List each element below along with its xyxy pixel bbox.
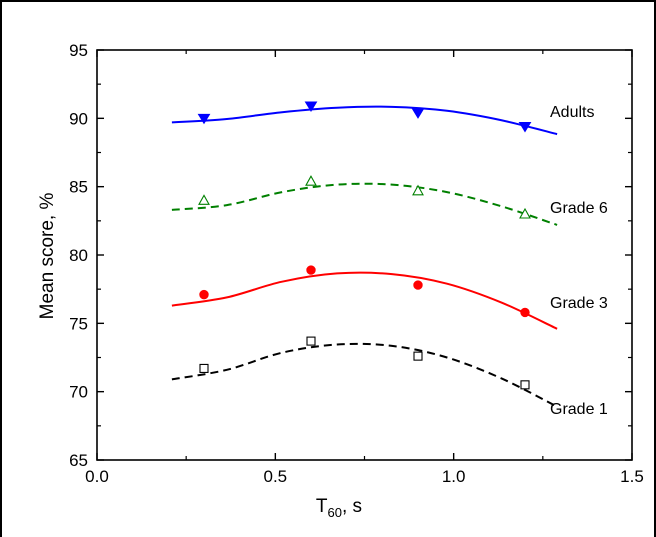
- marker-grade-1: [520, 380, 530, 390]
- y-tick-label: 70: [69, 383, 88, 402]
- y-tick-label: 75: [69, 314, 88, 333]
- x-axis-title-suffix: , s: [342, 496, 362, 517]
- fit-curve-grade-3: [171, 271, 558, 330]
- x-tick-label: 0.5: [264, 467, 288, 486]
- y-tick-label: 95: [69, 41, 88, 60]
- x-axis-title: T60, s: [316, 496, 362, 520]
- y-tick-label: 90: [69, 109, 88, 128]
- marker-grade-3: [199, 289, 209, 300]
- marker-grade-6: [305, 175, 317, 186]
- x-tick-label: 1.0: [442, 467, 466, 486]
- marker-grade-6: [198, 194, 210, 205]
- marker-grade-3: [413, 280, 423, 290]
- y-tick-label: 80: [69, 246, 88, 265]
- series-label-grade-6: Grade 6: [550, 200, 608, 217]
- series-label-adults: Adults: [550, 104, 594, 121]
- data-markers: [197, 101, 532, 390]
- series-label-grade-1: Grade 1: [550, 401, 608, 418]
- marker-grade-3: [520, 307, 530, 318]
- marker-adults: [304, 101, 318, 112]
- tick-labels: 0.0 0.5 1.0 1.5 65 70 75 80 85 90 95: [69, 41, 644, 486]
- marker-grade-6: [412, 184, 424, 196]
- y-tick-label: 85: [69, 178, 88, 197]
- x-axis-title-main: T: [316, 496, 328, 517]
- marker-grade-1: [199, 363, 209, 373]
- y-tick-label: 65: [69, 451, 88, 470]
- marker-grade-3: [306, 265, 316, 275]
- x-tick-label: 1.5: [620, 467, 644, 486]
- marker-grade-1: [306, 336, 316, 346]
- y-axis-title: Mean score, %: [37, 193, 58, 320]
- marker-adults: [518, 122, 532, 133]
- fit-curve-adults: [171, 105, 558, 136]
- x-axis-title-subscript: 60: [328, 505, 342, 520]
- marker-grade-1: [413, 351, 423, 361]
- marker-grade-6: [519, 207, 531, 219]
- marker-adults: [197, 113, 211, 125]
- marker-adults: [411, 108, 425, 119]
- x-tick-label: 0.0: [85, 467, 109, 486]
- series-label-grade-3: Grade 3: [550, 295, 608, 312]
- fit-curve-grade-1: [171, 342, 558, 408]
- axis-ticks: [96, 49, 633, 461]
- series-labels: Adults Grade 6 Grade 3 Grade 1: [550, 104, 608, 418]
- fit-curve-grade-6: [171, 182, 558, 226]
- fit-curves: [171, 105, 558, 408]
